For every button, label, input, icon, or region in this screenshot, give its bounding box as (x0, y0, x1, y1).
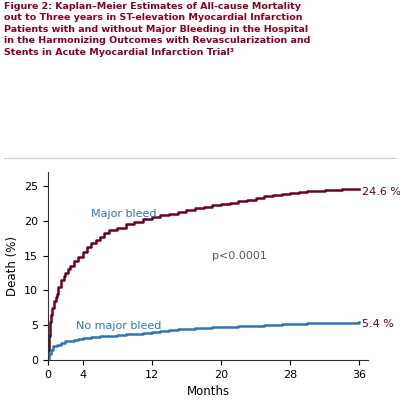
Text: Major bleed: Major bleed (91, 209, 157, 219)
Text: No major bleed: No major bleed (76, 321, 161, 331)
X-axis label: Months: Months (186, 385, 230, 398)
Text: 5.4 %: 5.4 % (362, 320, 394, 330)
Text: p<0.0001: p<0.0001 (212, 251, 267, 261)
Text: Figure 2: Kaplan–Meier Estimates of All-cause Mortality
out to Three years in ST: Figure 2: Kaplan–Meier Estimates of All-… (4, 2, 310, 57)
Y-axis label: Death (%): Death (%) (6, 236, 18, 296)
Text: 24.6 %: 24.6 % (362, 187, 400, 197)
